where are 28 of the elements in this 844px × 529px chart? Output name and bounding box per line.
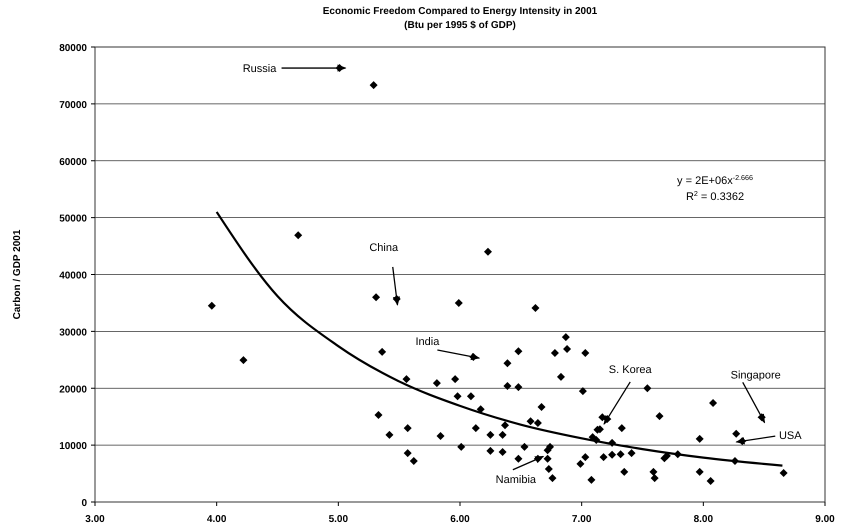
x-tick-label: 9.00: [815, 514, 836, 525]
x-tick-label: 7.00: [572, 514, 592, 525]
x-tick-label: 3.00: [85, 514, 106, 525]
x-tick-label: 5.00: [328, 514, 348, 525]
chart-subtitle: (Btu per 1995 $ of GDP): [404, 20, 516, 31]
annotation: R$^{2}$ = 0.3362: [686, 190, 744, 203]
y-tick-label: 10000: [59, 441, 88, 452]
y-tick-label: 70000: [59, 100, 88, 111]
annotation: India: [415, 336, 440, 348]
annotation: Russia: [242, 63, 278, 76]
annotation: USA: [778, 430, 802, 442]
chart-title: Economic Freedom Compared to Energy Intensity in 2001: [322, 6, 598, 17]
annotation: y = 2E+06x$^{-2.666}$: [677, 174, 753, 187]
y-tick-label: 40000: [59, 270, 88, 282]
y-tick-label: 30000: [59, 327, 88, 338]
x-tick-label: 4.00: [206, 514, 227, 525]
y-tick-label: 50000: [59, 214, 88, 225]
y-axis-title: Carbon / GDP 2001: [12, 229, 23, 320]
annotation: Singapore: [730, 369, 781, 382]
y-tick-label: 80000: [59, 43, 88, 54]
y-tick-label: 20000: [59, 384, 88, 396]
annotation: S. Korea: [608, 364, 652, 376]
x-tick-label: 8.00: [694, 514, 714, 525]
x-tick-label: 6.00: [450, 514, 470, 525]
y-tick-label: 60000: [59, 156, 88, 168]
y-tick-label: 0: [81, 498, 88, 509]
annotation: China: [369, 242, 399, 254]
annotation: Namibia: [496, 474, 537, 486]
